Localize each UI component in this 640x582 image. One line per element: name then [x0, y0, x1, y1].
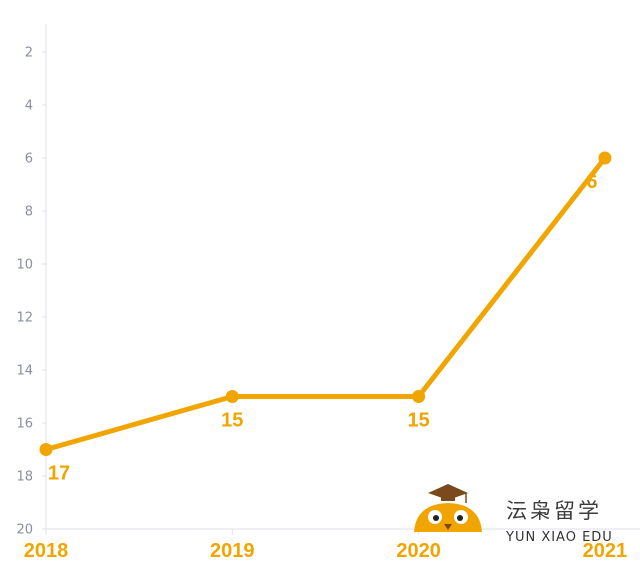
x-tick-labels: 2018 2019 2020 2021 [24, 529, 627, 562]
data-point [225, 390, 239, 403]
chart-axes [45, 24, 640, 530]
y-tick-label: 12 [16, 311, 33, 326]
y-tick-label: 18 [16, 470, 33, 485]
watermark-en-text: YUN XIAO EDU [505, 530, 613, 545]
y-tick-label: 14 [16, 364, 33, 379]
data-point [412, 390, 426, 403]
x-tick-label: 2019 [210, 540, 255, 562]
y-tick-label: 16 [16, 417, 33, 432]
data-point [39, 443, 53, 456]
data-label: 15 [221, 410, 243, 432]
y-tick-labels: 2 4 6 8 10 12 14 16 18 20 [16, 46, 46, 538]
data-label: 17 [48, 463, 70, 485]
y-tick-label: 20 [16, 523, 33, 538]
x-tick-label: 2021 [583, 540, 628, 562]
x-tick-label: 2018 [24, 540, 69, 562]
x-tick-label: 2020 [396, 540, 441, 562]
y-tick-label: 4 [25, 99, 33, 114]
data-point [598, 151, 612, 165]
series-line [43, 155, 608, 452]
y-tick-label: 10 [16, 258, 33, 273]
y-tick-label: 6 [25, 152, 33, 167]
data-label: 15 [407, 410, 429, 432]
watermark-cn-text: 沄枭留学 [506, 499, 602, 523]
y-tick-label: 8 [25, 205, 33, 220]
series-group [39, 151, 612, 456]
data-label: 6 [586, 171, 597, 193]
data-labels: 17 15 15 6 [48, 171, 598, 485]
y-tick-label: 2 [25, 46, 33, 61]
watermark-logo: 沄枭留学 YUN XIAO EDU [414, 484, 613, 545]
owl-graduation-cap-icon [414, 484, 482, 532]
